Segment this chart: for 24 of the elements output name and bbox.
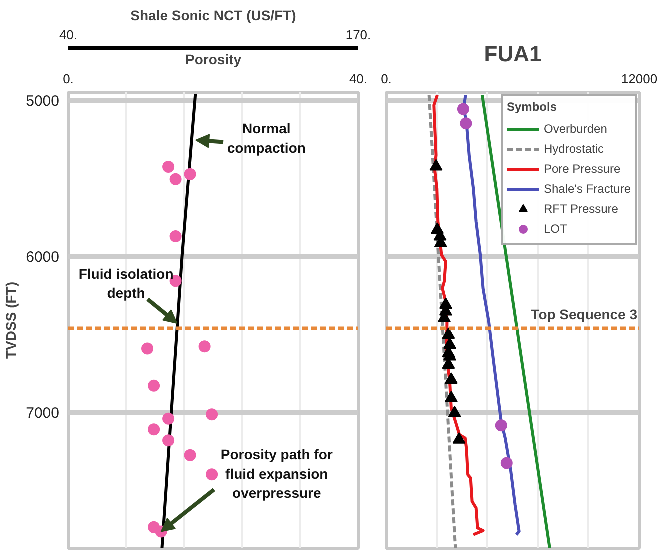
- y-tick-label: 6000: [26, 248, 60, 266]
- x-tick-label: 0.: [63, 72, 74, 86]
- annotation: Fluid isolation depth: [78, 266, 174, 302]
- y-axis-title: TVDSS (FT): [3, 282, 20, 359]
- legend-title: Symbols: [507, 100, 558, 114]
- annotation: Normal compaction: [227, 120, 306, 156]
- x-tick-label: 0.: [381, 72, 392, 86]
- legend-label: Hydrostatic: [544, 142, 604, 156]
- annotation: Porosity path for fluid expansion overpressure: [220, 446, 334, 501]
- legend-label: Overburden: [544, 122, 608, 136]
- y-tick-label: 5000: [26, 92, 60, 110]
- y-tick-label: 7000: [26, 405, 60, 422]
- legend-label: RFT Pressure: [544, 202, 618, 216]
- x-tick-label: 40.: [349, 72, 368, 86]
- chart-title: FUA1: [484, 42, 542, 66]
- legend-label: Pore Pressure: [544, 162, 621, 176]
- x2-tick-label: 40.: [59, 28, 78, 42]
- x2-axis-title: Shale Sonic NCT (US/FT): [130, 8, 296, 24]
- x2-tick-label: 170.: [346, 28, 372, 42]
- x-axis-title: Porosity: [185, 52, 242, 68]
- ref-line-label: Top Sequence 3: [531, 306, 638, 322]
- legend-label: Shale's Fracture: [544, 182, 631, 196]
- legend-label: LOT: [544, 222, 568, 236]
- x-tick-label: 12000: [621, 72, 658, 86]
